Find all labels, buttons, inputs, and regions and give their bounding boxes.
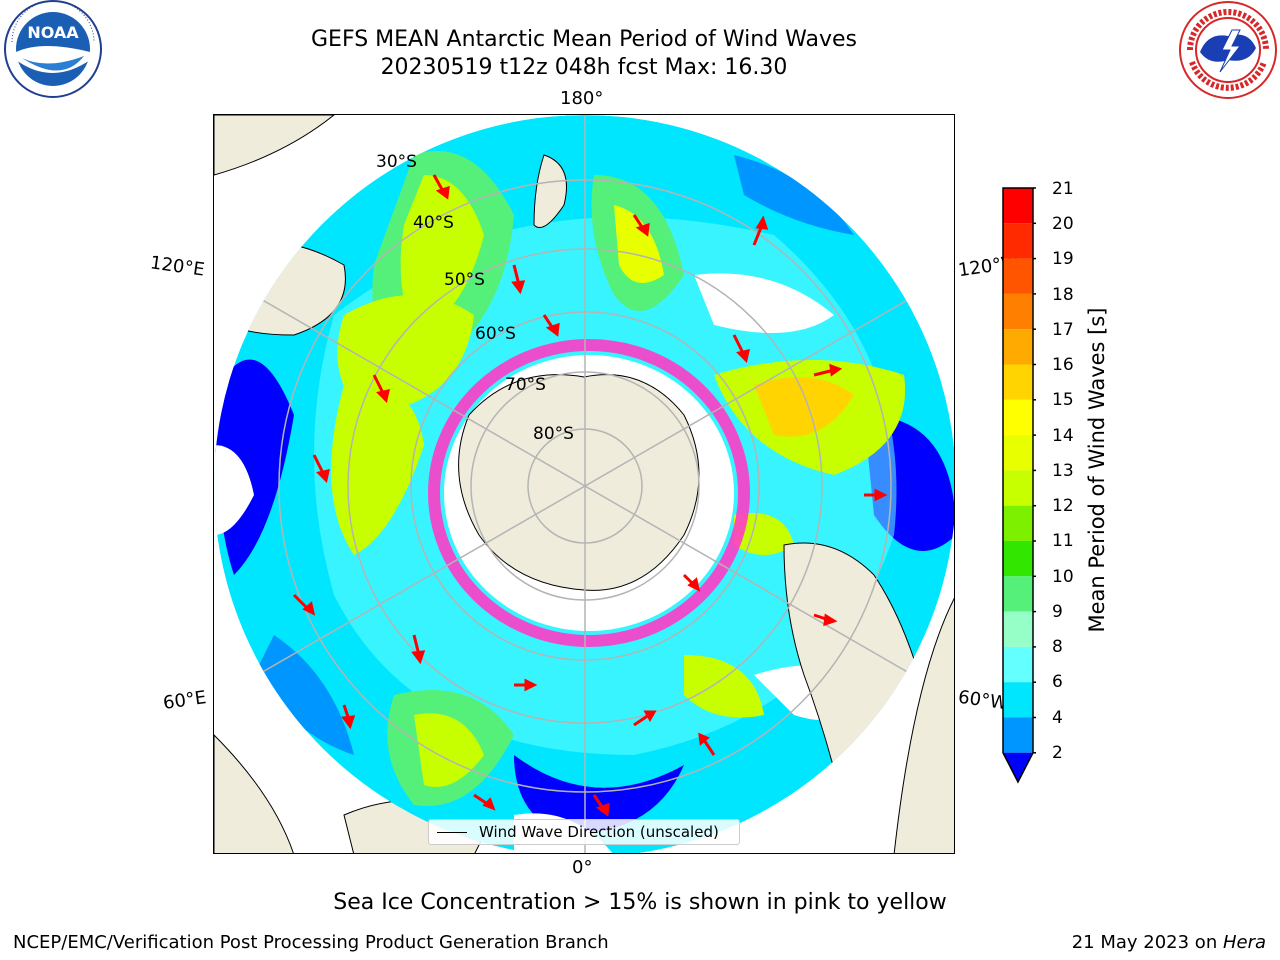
colorbar-tick: 19 [1052,249,1074,269]
map-panel [213,114,955,854]
colorbar-tick: 4 [1052,708,1063,728]
colorbar-tick: 11 [1052,531,1074,551]
nws-logo [1179,1,1277,99]
noaa-logo: NOAA [4,0,102,98]
lon-label-180: 180° [560,88,604,109]
lat-label-80s: 80°S [533,424,574,444]
sea-ice-note: Sea Ice Concentration > 15% is shown in … [333,890,947,915]
legend-label: Wind Wave Direction (unscaled) [479,823,719,841]
lon-label-60e: 60°E [161,687,208,714]
colorbar-tick: 8 [1052,637,1063,657]
lat-label-70s: 70°S [505,375,546,395]
colorbar-tick: 21 [1052,179,1074,199]
footer-host: Hera [1222,932,1266,953]
lat-label-50s: 50°S [444,270,485,290]
colorbar-tick: 10 [1052,567,1074,587]
colorbar [1002,187,1036,784]
lat-label-40s: 40°S [413,213,454,233]
wind-wave-arrows [292,174,888,817]
colorbar-label: Mean Period of Wind Waves [s] [1085,307,1109,633]
chart-title: GEFS MEAN Antarctic Mean Period of Wind … [311,27,857,52]
map-legend: Wind Wave Direction (unscaled) [428,819,740,845]
colorbar-tick: 12 [1052,496,1074,516]
colorbar-tick: 16 [1052,355,1074,375]
colorbar-tick: 18 [1052,285,1074,305]
colorbar-tick: 6 [1052,672,1063,692]
lat-label-60s: 60°S [475,324,516,344]
colorbar-tick: 20 [1052,214,1074,234]
colorbar-tick: 13 [1052,461,1074,481]
colorbar-tick: 17 [1052,320,1074,340]
footer-left: NCEP/EMC/Verification Post Processing Pr… [13,932,609,953]
lon-label-120e: 120°E [148,252,206,281]
footer-right: 21 May 2023 on Hera [1072,932,1266,953]
footer-date: 21 May 2023 on [1071,932,1223,953]
svg-text:NOAA: NOAA [27,23,79,42]
polar-map [214,115,954,853]
colorbar-tick: 15 [1052,390,1074,410]
colorbar-tick: 9 [1052,602,1063,622]
colorbar-tick: 2 [1052,743,1063,763]
lat-label-30s: 30°S [376,152,417,172]
legend-line-icon [437,832,467,833]
colorbar-tick: 14 [1052,426,1074,446]
chart-subtitle: 20230519 t12z 048h fcst Max: 16.30 [380,55,788,80]
lon-label-0: 0° [572,857,593,878]
